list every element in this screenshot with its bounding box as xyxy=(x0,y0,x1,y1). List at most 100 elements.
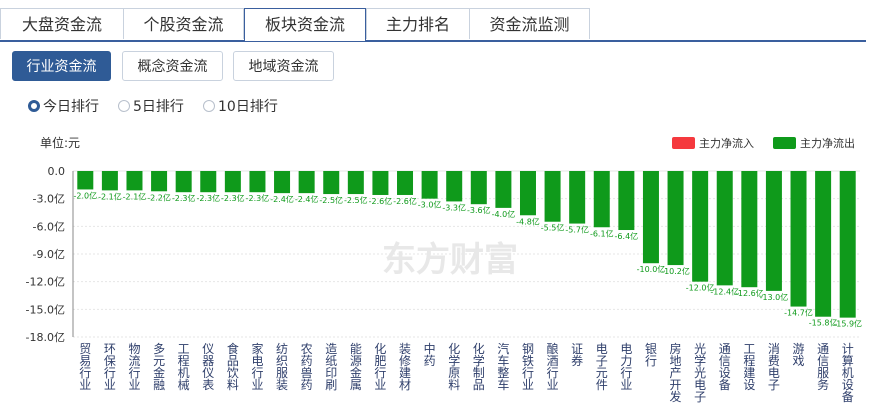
bar-value-label: -6.4亿 xyxy=(615,231,639,241)
bar xyxy=(151,171,168,192)
bar-value-label: -3.3亿 xyxy=(442,202,466,212)
bar xyxy=(421,171,438,199)
bar xyxy=(470,171,487,205)
bar-value-label: -2.0亿 xyxy=(73,190,97,200)
bar xyxy=(692,171,709,282)
category-label: 游戏 xyxy=(793,342,805,368)
subtab-industry[interactable]: 行业资金流 xyxy=(12,51,111,81)
bar xyxy=(323,171,340,195)
bar-value-label: -2.5亿 xyxy=(344,195,368,205)
category-label: 食品饮料 xyxy=(227,341,239,392)
radio-checked-icon xyxy=(28,100,40,112)
category-label: 物流行业 xyxy=(128,342,140,392)
bar xyxy=(642,171,659,264)
main-tabs: 大盘资金流 个股资金流 板块资金流 主力排名 资金流监测 xyxy=(0,8,866,42)
bar-value-label: -14.7亿 xyxy=(784,308,813,318)
category-label: 电子元件 xyxy=(596,342,608,392)
radio-10day[interactable]: 10日排行 xyxy=(203,97,278,115)
y-tick-label: -6.0亿 xyxy=(33,220,65,233)
bar-value-label: -2.1亿 xyxy=(98,191,122,201)
bar-value-label: -12.6亿 xyxy=(735,288,764,298)
bar xyxy=(298,171,315,194)
bar-value-label: -3.0亿 xyxy=(418,200,442,210)
category-label: 农药兽药 xyxy=(301,342,313,392)
category-label: 电力行业 xyxy=(620,342,632,392)
tab-sector-flow[interactable]: 板块资金流 xyxy=(244,8,366,41)
y-tick-label: -18.0亿 xyxy=(26,331,65,344)
bar-value-label: -10.2亿 xyxy=(661,266,690,276)
category-label: 酿酒行业 xyxy=(547,341,559,392)
y-tick-label: -12.0亿 xyxy=(26,276,65,289)
category-label: 化肥行业 xyxy=(374,342,386,392)
subtab-concept[interactable]: 概念资金流 xyxy=(122,51,223,81)
tab-flow-monitor[interactable]: 资金流监测 xyxy=(469,8,590,39)
bar-value-label: -2.3亿 xyxy=(172,193,196,203)
category-label: 房地产开发 xyxy=(670,341,682,404)
unit-label: 单位:元 xyxy=(40,135,80,150)
bar xyxy=(101,171,118,191)
bar xyxy=(593,171,610,228)
bar-value-label: -2.3亿 xyxy=(221,193,245,203)
y-tick-label: -9.0亿 xyxy=(33,248,65,261)
legend-label: 主力净流出 xyxy=(800,136,855,150)
bar-value-label: -2.3亿 xyxy=(246,193,270,203)
bar-value-label: -3.6亿 xyxy=(467,205,491,215)
bar-value-label: -2.1亿 xyxy=(123,191,147,201)
category-label: 仪器仪表 xyxy=(202,342,214,392)
radio-5day[interactable]: 5日排行 xyxy=(118,97,184,115)
bar xyxy=(495,171,512,208)
bar-value-label: -2.4亿 xyxy=(270,194,294,204)
y-tick-label: -3.0亿 xyxy=(33,193,65,206)
bar xyxy=(224,171,241,193)
category-label: 家电行业 xyxy=(251,341,263,392)
tab-stock-flow[interactable]: 个股资金流 xyxy=(123,8,244,39)
bar-value-label: -5.5亿 xyxy=(541,223,565,233)
radio-label: 今日排行 xyxy=(43,99,99,115)
bar-value-label: -2.6亿 xyxy=(393,196,417,206)
bar xyxy=(519,171,536,216)
category-label: 化学制品 xyxy=(473,342,485,392)
bar xyxy=(446,171,463,202)
bar-value-label: -4.0亿 xyxy=(492,209,516,219)
category-label: 环保行业 xyxy=(104,342,116,392)
category-label: 装修建材 xyxy=(399,342,411,392)
category-label: 工程建设 xyxy=(743,342,755,392)
legend-swatch xyxy=(672,137,695,149)
radio-today[interactable]: 今日排行 xyxy=(28,97,99,115)
category-label: 钢铁行业 xyxy=(522,342,534,392)
category-label: 纺织服装 xyxy=(276,342,288,392)
bar xyxy=(77,171,94,190)
bar-value-label: -4.8亿 xyxy=(516,216,540,226)
bar-value-label: -15.9亿 xyxy=(833,319,862,329)
subtab-region[interactable]: 地域资金流 xyxy=(233,51,334,81)
bar xyxy=(249,171,266,193)
category-label: 造纸印刷 xyxy=(325,342,337,392)
category-label: 消费电子 xyxy=(768,342,780,392)
y-tick-label: 0.0 xyxy=(48,165,66,178)
bar xyxy=(765,171,782,291)
category-label: 汽车整车 xyxy=(497,341,509,392)
category-label: 化学原料 xyxy=(448,342,460,392)
bar xyxy=(839,171,856,318)
bar-value-label: -2.2亿 xyxy=(147,192,171,202)
category-label: 贸易行业 xyxy=(79,342,91,392)
bar xyxy=(274,171,291,194)
sector-flow-chart: 单位:元 主力净流入 主力净流出0.0-3.0亿-6.0亿-9.0亿-12.0亿-1… xyxy=(26,135,863,404)
tab-main-rank[interactable]: 主力排名 xyxy=(366,8,470,39)
bar xyxy=(347,171,364,195)
tab-market-flow[interactable]: 大盘资金流 xyxy=(0,8,124,39)
category-label: 中药 xyxy=(424,341,436,368)
bar xyxy=(741,171,758,288)
bar xyxy=(397,171,414,195)
bar-value-label: -12.0亿 xyxy=(686,283,715,293)
bar xyxy=(815,171,832,317)
category-label: 通信设备 xyxy=(719,342,731,392)
bar xyxy=(716,171,733,286)
bar xyxy=(569,171,586,224)
bar-value-label: -6.1亿 xyxy=(590,228,614,238)
radio-unchecked-icon xyxy=(203,100,215,112)
legend-swatch xyxy=(773,137,796,149)
radio-label: 10日排行 xyxy=(218,99,278,115)
bar-value-label: -2.3亿 xyxy=(196,193,220,203)
bar-value-label: -10.0亿 xyxy=(637,264,666,274)
